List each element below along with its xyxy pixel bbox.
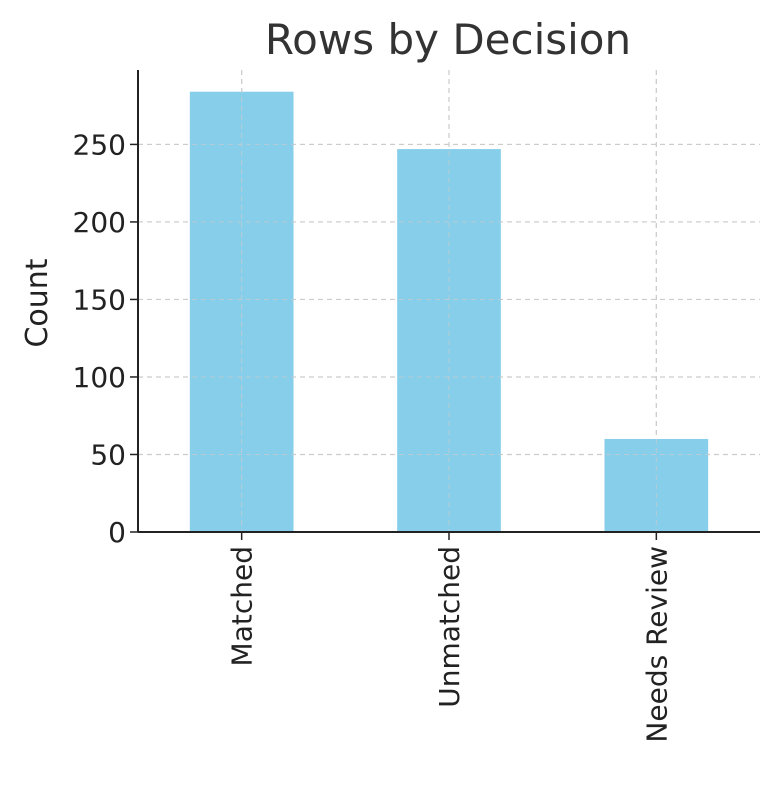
y-tick-label: 0: [108, 516, 126, 549]
y-tick-label: 100: [73, 361, 126, 394]
y-tick-label: 200: [73, 206, 126, 239]
bars: [138, 70, 760, 532]
y-tick-label: 150: [73, 283, 126, 316]
y-axis-label: Count: [20, 258, 55, 347]
x-tick-label: Matched: [226, 546, 259, 666]
axes: [130, 70, 760, 540]
tick-labels: 0 50 100 150 200 250 Matched Unmatched Needs Rev…: [73, 128, 674, 742]
x-tick-label: Needs Review: [640, 546, 673, 743]
chart-title: Rows by Decision: [265, 15, 631, 64]
y-tick-label: 250: [73, 128, 126, 161]
x-tick-label: Unmatched: [433, 546, 466, 708]
bar-matched: [189, 91, 294, 532]
y-tick-label: 50: [90, 438, 126, 471]
